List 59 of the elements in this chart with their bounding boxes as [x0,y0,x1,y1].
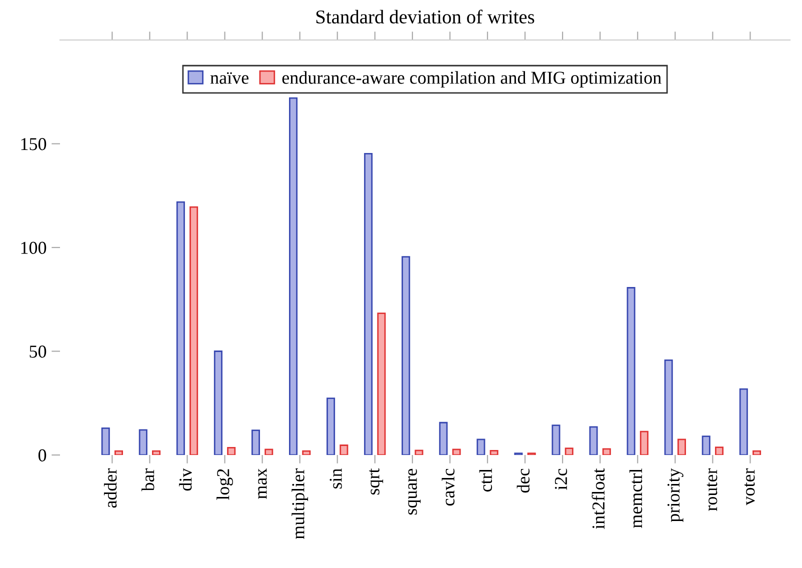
bar [364,153,373,455]
bar [251,430,260,455]
x-tick-label: max [258,468,267,499]
bar [190,206,198,455]
bar [326,398,336,455]
x-tick-label: ctrl [479,468,492,492]
x-tick-label: cavlc [442,468,454,506]
x-tick-label: memctrl [629,468,642,528]
bar [114,450,123,455]
bar [414,450,424,455]
bar [564,448,574,455]
bar [377,312,386,455]
bar [552,424,560,455]
bar [476,438,486,455]
bar [264,448,274,455]
legend-label: naïve [210,72,248,84]
y-tick-label: 0 [38,449,46,462]
bar [214,350,222,455]
bar [439,422,448,455]
bar [152,450,161,455]
bar [664,359,673,455]
bar [702,436,710,455]
x-tick-label: voter [744,468,755,506]
x-tick-label: router [706,468,718,511]
bar [640,430,648,455]
bar [289,97,298,455]
x-tick-label: square [408,468,421,515]
x-tick-label: adder [104,468,117,508]
x-tick-label: int2float [592,468,605,529]
x-tick-label: sqrt [369,468,384,495]
bar [490,450,498,455]
x-tick-label: dec [516,468,530,493]
bar [677,438,686,455]
y-tick-label: 150 [21,138,46,150]
bar [739,388,748,455]
bar [452,448,461,455]
legend-label: endurance-aware compilation and MIG optimization [282,71,662,88]
bar [138,429,148,455]
bar [602,448,611,455]
bar [714,446,724,455]
bar [626,287,636,455]
x-tick-label: multiplier [292,468,308,540]
bar [176,201,185,455]
bar [302,450,311,455]
x-tick-label: log2 [216,469,233,500]
x-tick-label: div [179,468,192,491]
bar [402,256,410,455]
bar [340,444,348,455]
bar [227,447,236,455]
bar [752,450,762,455]
y-tick-label: 50 [30,346,46,358]
x-tick-label: priority [667,468,684,522]
bar [589,426,598,455]
y-tick-label: 100 [21,242,46,254]
x-tick-label: i2c [554,468,568,490]
x-tick-label: sin [330,468,342,489]
x-tick-label: bar [142,468,154,492]
chart-title: Standard deviation of writes [316,10,534,24]
bar [101,428,110,455]
